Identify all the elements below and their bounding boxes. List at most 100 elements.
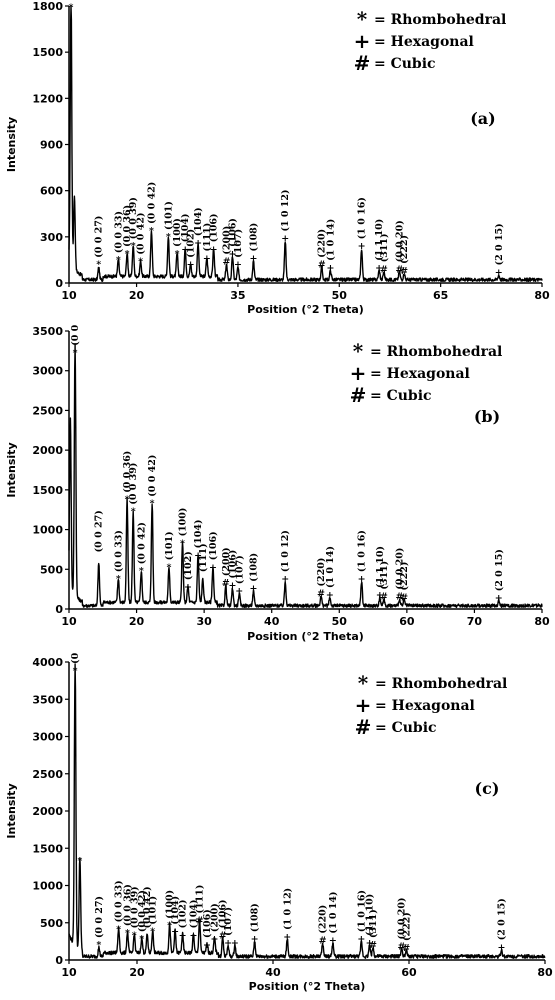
peak-marker: + (210, 244, 218, 255)
peak-hkl-label: (102) (183, 551, 194, 580)
peak-marker: # (319, 936, 327, 947)
y-tick-label: 500 (40, 917, 63, 930)
peak-hkl-label: (108) (250, 903, 261, 932)
peak-hkl-label: (101) (163, 201, 174, 230)
peak-marker: + (329, 936, 337, 947)
peak-marker: # (395, 592, 403, 603)
peak-marker: + (376, 590, 384, 601)
peak-marker: * (132, 930, 137, 941)
panel-tag: (a) (470, 109, 496, 128)
y-tick-label: 1500 (32, 484, 63, 497)
peak-hkl-label: (311) (379, 233, 390, 262)
peak-hkl-label: (1 1 10) (365, 894, 376, 936)
peak-marker: * (116, 255, 121, 266)
y-axis-label: Intensity (5, 783, 18, 838)
x-axis-label: Position (°2 Theta) (247, 303, 364, 316)
peak-hkl-label: (104) (180, 213, 191, 242)
peak-marker: + (281, 234, 289, 245)
y-tick-label: 0 (55, 954, 63, 967)
peak-hkl-label: (0 0 39) (128, 197, 139, 239)
peak-marker: * (166, 232, 171, 243)
y-tick-label: 900 (40, 139, 63, 152)
legend-symbol: * (358, 671, 369, 695)
peak-hkl-label: (200) (210, 903, 221, 932)
peak-marker: + (209, 562, 217, 573)
y-tick-label: 3500 (32, 693, 63, 706)
peak-marker: * (116, 574, 121, 585)
legend-symbol: + (354, 29, 371, 53)
peak-marker: + (497, 942, 505, 953)
peak-marker: * (125, 495, 130, 506)
peak-marker: * (139, 566, 144, 577)
peak-marker: + (203, 940, 211, 951)
peak-marker: + (184, 582, 192, 593)
legend-label: = Cubic (375, 720, 437, 736)
peak-marker: # (398, 942, 406, 953)
peak-marker: * (131, 241, 136, 252)
x-tick-label: 80 (534, 289, 550, 302)
peak-marker: * (139, 934, 144, 945)
peak-marker: * (73, 348, 78, 359)
peak-hkl-label: (111) (195, 885, 206, 914)
peak-marker: + (281, 574, 289, 585)
peak-hkl-label: (1 0 14) (328, 892, 339, 934)
peak-marker: # (317, 588, 325, 599)
panel-tag: (b) (474, 407, 500, 426)
y-tick-label: 0 (55, 277, 63, 290)
peak-hkl-label: (0 0 33) (113, 530, 124, 572)
peak-marker: + (358, 241, 366, 252)
peak-marker: + (366, 938, 374, 949)
peak-hkl-label: (100) (165, 890, 176, 919)
y-axis-label: Intensity (5, 442, 18, 497)
y-tick-label: 3000 (32, 731, 63, 744)
x-tick-label: 30 (196, 615, 212, 628)
peak-hkl-label: (0 0 27) (94, 216, 105, 258)
y-tick-label: 2500 (32, 404, 63, 417)
x-tick-label: 50 (332, 615, 348, 628)
x-tick-label: 50 (332, 289, 348, 302)
y-tick-label: 1500 (32, 46, 63, 59)
peak-marker: * (180, 538, 185, 549)
legend-label: = Rhombohedral (374, 12, 506, 28)
peak-hkl-label: (0 0 36) (122, 205, 133, 247)
peak-hkl-label: (0 0 27) (94, 510, 105, 552)
peak-hkl-label: (1 0 16) (356, 890, 367, 932)
peak-hkl-label: (0 0 42) (147, 455, 158, 497)
peak-marker: * (149, 226, 154, 237)
peak-hkl-label: (0 0 39) (128, 463, 139, 505)
y-tick-label: 2000 (32, 444, 63, 457)
peak-marker: + (327, 263, 335, 274)
legend-label: = Hexagonal (375, 698, 475, 714)
peak-hkl-label: (0 0 42) (136, 213, 147, 255)
peak-hkl-label: (0 0 21) (70, 652, 81, 664)
peak-marker: + (495, 267, 503, 278)
peak-marker: + (283, 932, 291, 943)
peak-marker: * (167, 921, 172, 932)
peak-marker: + (375, 263, 383, 274)
peak-marker: + (249, 254, 257, 265)
xrd-pattern-line (68, 5, 543, 282)
peak-hkl-label: (108) (248, 553, 259, 582)
x-axis-label: Position (°2 Theta) (247, 630, 364, 643)
peak-hkl-label: (2 0 15) (494, 223, 505, 265)
peak-hkl-label: (111) (202, 223, 213, 252)
peak-hkl-label: (101) (148, 896, 159, 925)
x-tick-label: 10 (61, 289, 77, 302)
peak-marker: # (369, 940, 377, 951)
y-tick-label: 1000 (32, 880, 63, 893)
peak-marker: # (222, 578, 230, 589)
x-tick-label: 65 (433, 289, 448, 302)
peak-hkl-label: (0 0 42) (142, 886, 153, 928)
x-axis-label: Position (°2 Theta) (249, 980, 366, 993)
legend-label: = Rhombohedral (370, 344, 502, 360)
x-tick-label: 20 (129, 615, 145, 628)
peak-marker: + (357, 934, 365, 945)
peak-hkl-label: (111) (198, 543, 209, 572)
peak-hkl-label: (106) (218, 900, 229, 929)
peak-hkl-label: (0 0 20) (394, 220, 405, 262)
peak-hkl-label: (220) (318, 905, 329, 934)
peak-hkl-label: (0 0 39) (129, 886, 140, 928)
peak-marker: # (402, 943, 410, 954)
peak-hkl-label: (222) (401, 912, 412, 941)
peak-hkl-label: (222) (399, 562, 410, 591)
